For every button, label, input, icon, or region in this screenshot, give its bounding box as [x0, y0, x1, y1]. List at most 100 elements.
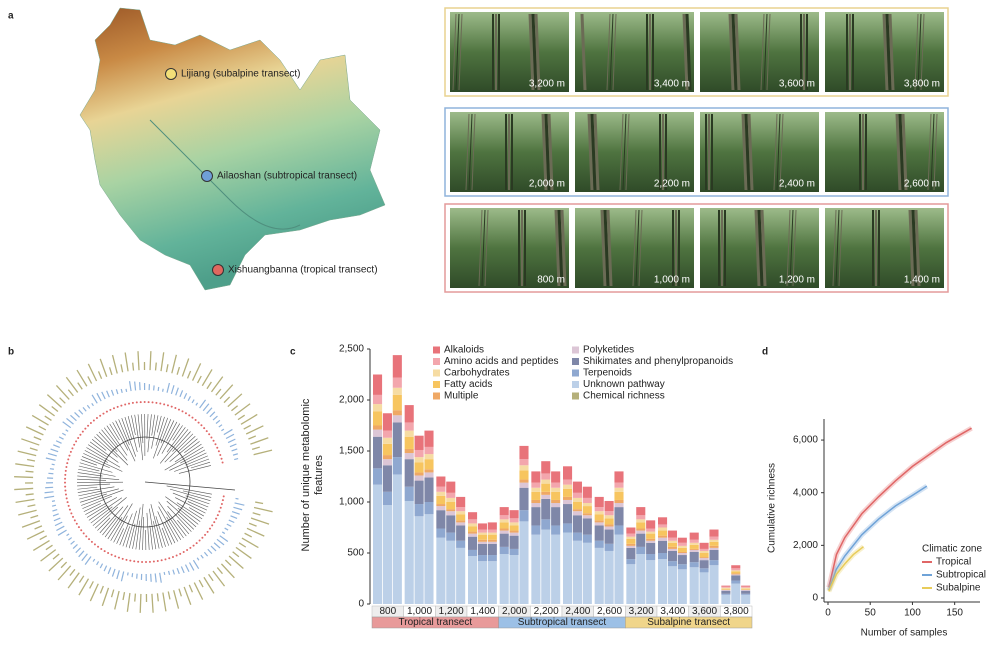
legend-swatch	[572, 392, 579, 400]
ring-bar	[235, 497, 239, 500]
tree-branch	[151, 414, 156, 436]
ring-dot	[82, 532, 85, 535]
ring-bar	[96, 392, 102, 402]
tree-branch	[86, 447, 121, 468]
ring-bar	[67, 389, 74, 397]
ring-bar	[245, 425, 264, 435]
y-tick-label: 0	[812, 593, 818, 604]
bar-segment	[373, 436, 383, 469]
ring-bar	[170, 385, 175, 395]
tree-trunk	[898, 113, 905, 191]
ring-dot	[143, 401, 146, 404]
ring-dot	[170, 405, 173, 408]
tree-trunk	[728, 13, 735, 91]
ring-bar	[137, 351, 140, 371]
ring-dot	[85, 535, 88, 538]
x-tick-label: 100	[904, 608, 921, 619]
bar-segment	[382, 455, 392, 460]
ring-bar	[210, 545, 217, 552]
tree-branch	[83, 503, 102, 512]
bar-segment	[667, 546, 677, 549]
tree-trunk	[619, 113, 624, 191]
ring-bar	[192, 559, 200, 570]
bar-segment	[699, 550, 709, 553]
ring-dot	[217, 450, 220, 453]
ring-bar	[99, 358, 108, 377]
ring-bar	[32, 539, 50, 552]
tree-branch	[172, 431, 191, 452]
bar-segment	[604, 543, 614, 551]
bar-segment	[509, 525, 519, 531]
ring-bar	[188, 562, 195, 571]
bar-segment	[699, 572, 709, 604]
site-marker	[165, 68, 177, 80]
ring-bar	[230, 515, 238, 519]
ring-bar	[115, 389, 119, 395]
bar-segment	[373, 374, 383, 395]
bar-segment	[731, 570, 741, 572]
bar-segment	[477, 539, 487, 542]
ring-dot	[155, 401, 158, 404]
ring-bar	[223, 428, 233, 436]
bar-segment	[392, 474, 402, 604]
bar-segment	[436, 476, 446, 487]
tree-trunk	[908, 209, 915, 287]
tree-branch	[134, 414, 140, 448]
bar-segment	[382, 413, 392, 431]
site-label: Ailaoshan (subtropical transect)	[217, 171, 357, 182]
bar-segment	[392, 355, 402, 378]
bar-segment	[404, 436, 414, 449]
bar-segment	[572, 532, 582, 541]
bar-segment	[499, 533, 509, 547]
tree-trunk	[685, 13, 692, 91]
bar-segment	[499, 528, 509, 531]
ring-bar	[51, 405, 59, 413]
legend-label: Terpenoids	[583, 368, 632, 379]
bar-segment	[436, 491, 446, 496]
ring-bar	[34, 525, 43, 530]
bar-segment	[626, 527, 636, 534]
bar-segment	[541, 479, 551, 484]
tree-branch	[127, 416, 138, 453]
ring-bar	[246, 527, 265, 537]
ring-dot	[105, 410, 108, 413]
bar-segment	[677, 564, 687, 570]
tree-trunk	[760, 209, 767, 287]
bar-segment	[614, 503, 624, 508]
bar-segment	[604, 511, 614, 516]
ring-dot	[64, 481, 67, 484]
tree-branch	[81, 489, 124, 506]
ring-bar	[87, 363, 98, 382]
tree-branch	[83, 453, 123, 472]
bar-segment	[658, 524, 668, 528]
x-tick-label: 50	[865, 608, 877, 619]
tree-trunk	[930, 113, 935, 191]
ring-bar	[44, 415, 52, 421]
tree-branch	[184, 441, 200, 453]
bar-segment	[382, 505, 392, 604]
tree-trunk	[741, 113, 748, 191]
legend-swatch	[433, 369, 440, 377]
tree-branch	[77, 472, 103, 477]
bar-segment	[404, 500, 414, 604]
tree-branch	[149, 508, 157, 550]
tree-trunk	[528, 13, 535, 91]
bar-segment	[658, 530, 668, 536]
bar-segment	[499, 546, 509, 555]
tree-trunk	[885, 13, 892, 91]
tree-trunk	[455, 13, 460, 91]
ring-bar	[199, 399, 207, 409]
tree-trunk	[587, 113, 594, 191]
ring-bar	[70, 414, 77, 422]
ring-bar	[221, 531, 226, 535]
x-tick-label: 3,400	[660, 606, 685, 617]
tree-trunk	[779, 113, 784, 191]
ring-bar	[251, 446, 260, 451]
tree-trunk	[541, 113, 548, 191]
tree-branch	[161, 423, 181, 454]
bar-segment	[594, 511, 604, 515]
ring-bar	[171, 354, 177, 374]
bar-segment	[509, 548, 519, 556]
bar-segment	[709, 547, 719, 550]
bar-segment	[626, 564, 636, 604]
